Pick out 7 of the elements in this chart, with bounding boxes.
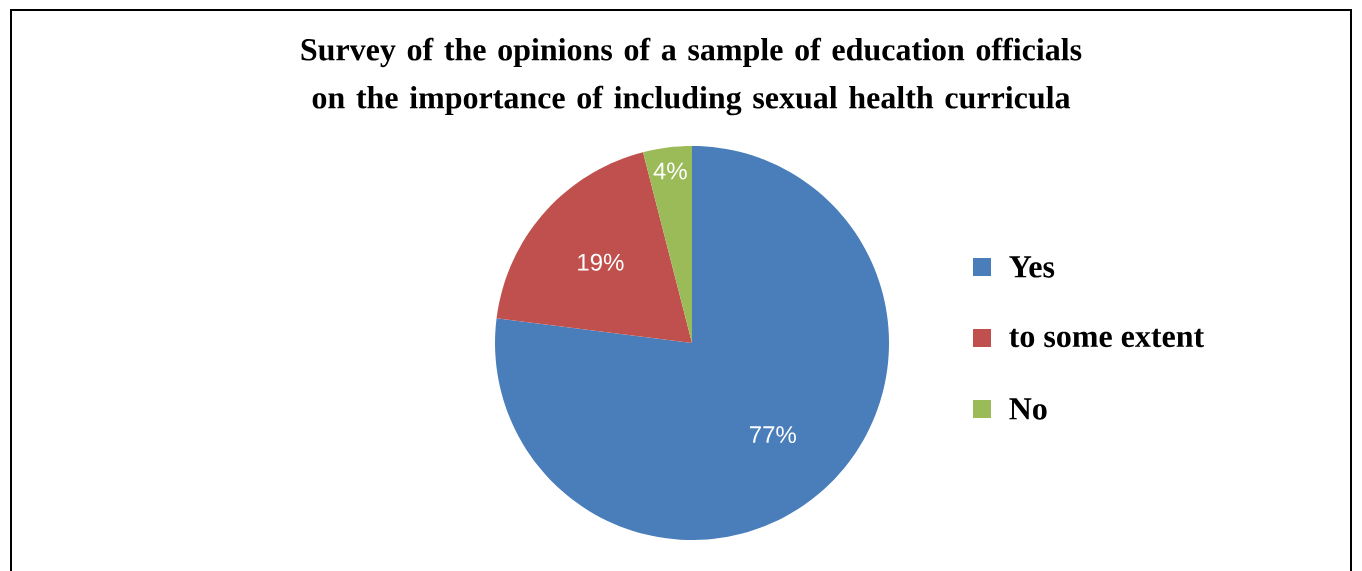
legend-label: to some extent (1009, 328, 1205, 348)
data-label: 77% (750, 426, 796, 444)
chart-title: Survey of the opinions of a sample of education officials on the importance of including sexual health curricula (301, 37, 1082, 116)
legend-label: No (1009, 398, 1047, 420)
legend-label: Yes (1009, 256, 1055, 278)
data-label: 4% (653, 162, 687, 180)
data-label: 19% (578, 253, 624, 271)
